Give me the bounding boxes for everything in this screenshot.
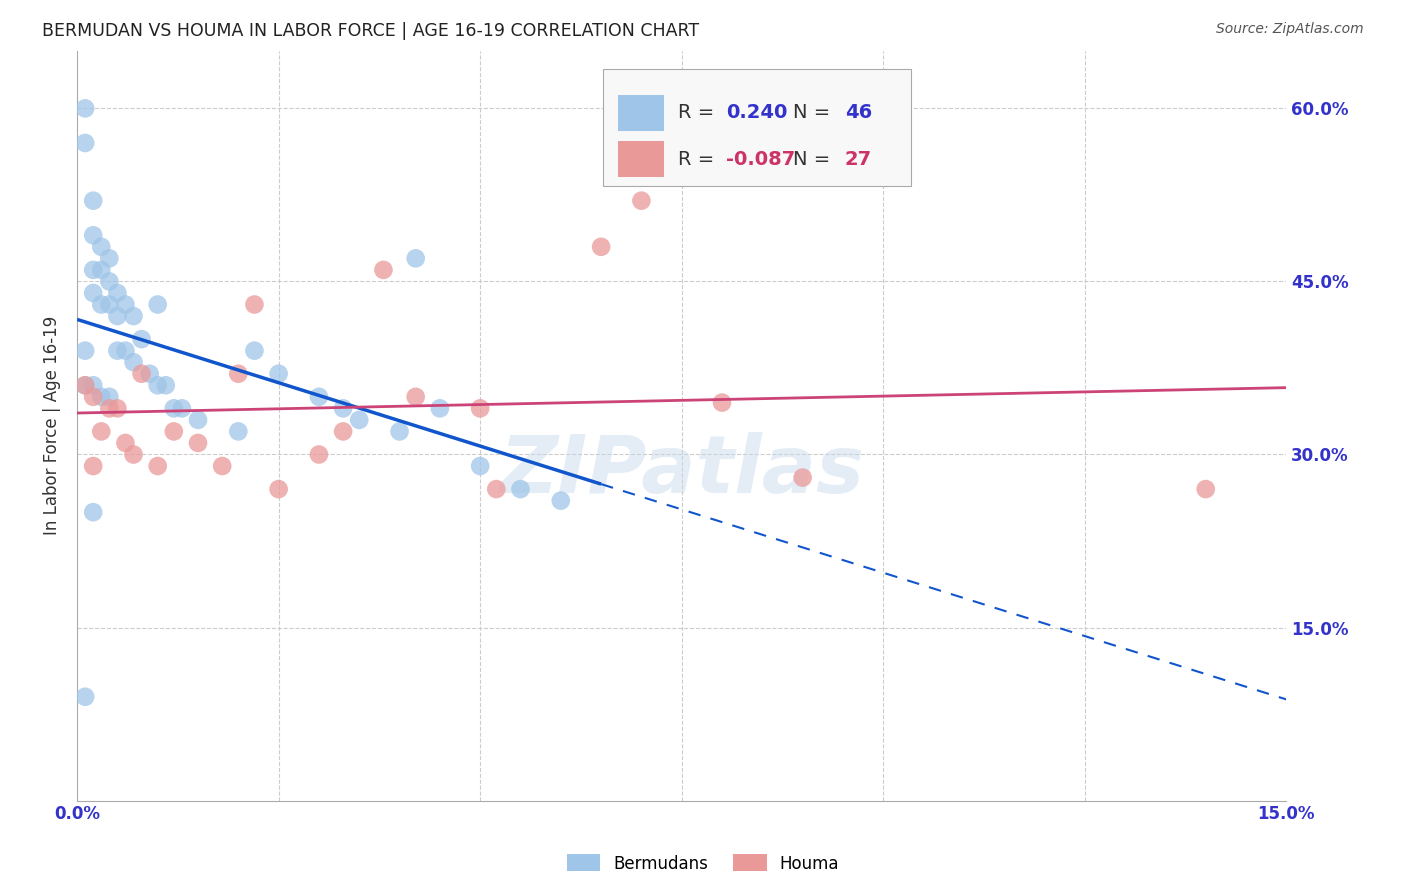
Point <box>122 448 145 462</box>
Point <box>243 343 266 358</box>
Y-axis label: In Labor Force | Age 16-19: In Labor Force | Age 16-19 <box>44 316 60 535</box>
Point <box>146 297 169 311</box>
Text: 0.240: 0.240 <box>727 103 787 122</box>
Point <box>105 343 128 358</box>
Text: R =: R = <box>678 150 721 169</box>
Point <box>187 436 209 450</box>
Point <box>155 378 177 392</box>
Point <box>105 401 128 416</box>
Point <box>267 482 290 496</box>
Point <box>90 425 112 439</box>
Text: 46: 46 <box>845 103 872 122</box>
Point <box>82 378 104 392</box>
Point <box>105 285 128 300</box>
Text: R =: R = <box>678 103 721 122</box>
Point <box>122 309 145 323</box>
Point <box>90 240 112 254</box>
Point <box>550 493 572 508</box>
Point <box>98 401 121 416</box>
Text: ZIPatlas: ZIPatlas <box>499 432 865 509</box>
Point <box>349 413 371 427</box>
Point <box>90 297 112 311</box>
Point <box>228 425 250 439</box>
Point <box>90 390 112 404</box>
Point <box>332 401 354 416</box>
Point <box>82 505 104 519</box>
Point <box>75 378 97 392</box>
Point <box>131 367 153 381</box>
Point <box>75 378 97 392</box>
Point <box>509 482 531 496</box>
Point <box>82 194 104 208</box>
Text: BERMUDAN VS HOUMA IN LABOR FORCE | AGE 16-19 CORRELATION CHART: BERMUDAN VS HOUMA IN LABOR FORCE | AGE 1… <box>42 22 699 40</box>
Point <box>211 458 233 473</box>
Text: -0.087: -0.087 <box>727 150 796 169</box>
Point <box>170 401 193 416</box>
Point <box>82 285 104 300</box>
Point <box>98 390 121 404</box>
Point <box>308 448 330 462</box>
Point <box>163 401 186 416</box>
Point <box>332 425 354 439</box>
Point <box>75 690 97 704</box>
Point <box>114 436 136 450</box>
Point <box>82 263 104 277</box>
Point <box>131 332 153 346</box>
Point <box>82 228 104 243</box>
Point <box>485 482 508 496</box>
Point <box>114 343 136 358</box>
Point <box>267 367 290 381</box>
FancyBboxPatch shape <box>617 95 664 131</box>
Point <box>98 252 121 266</box>
Point <box>187 413 209 427</box>
Point <box>163 425 186 439</box>
Point <box>98 297 121 311</box>
Point <box>138 367 160 381</box>
Point <box>146 458 169 473</box>
Point <box>308 390 330 404</box>
Point <box>470 458 492 473</box>
Point <box>75 136 97 150</box>
Point <box>405 252 427 266</box>
Point <box>98 275 121 289</box>
Point <box>373 263 395 277</box>
Point <box>405 390 427 404</box>
Legend: Bermudans, Houma: Bermudans, Houma <box>560 847 846 880</box>
Text: 27: 27 <box>845 150 872 169</box>
Point <box>82 390 104 404</box>
Text: Source: ZipAtlas.com: Source: ZipAtlas.com <box>1216 22 1364 37</box>
Point <box>630 194 652 208</box>
Point <box>429 401 451 416</box>
Point <box>82 458 104 473</box>
Point <box>591 240 613 254</box>
Text: N =: N = <box>793 103 837 122</box>
FancyBboxPatch shape <box>617 142 664 178</box>
Point <box>146 378 169 392</box>
Point <box>105 309 128 323</box>
Point <box>114 297 136 311</box>
Point <box>1195 482 1218 496</box>
Point <box>90 263 112 277</box>
Point <box>75 101 97 115</box>
FancyBboxPatch shape <box>603 70 911 186</box>
Point <box>122 355 145 369</box>
Point <box>75 343 97 358</box>
Text: N =: N = <box>793 150 837 169</box>
Point <box>243 297 266 311</box>
Point <box>470 401 492 416</box>
Point <box>388 425 411 439</box>
Point <box>711 395 734 409</box>
Point <box>792 470 814 484</box>
Point <box>228 367 250 381</box>
